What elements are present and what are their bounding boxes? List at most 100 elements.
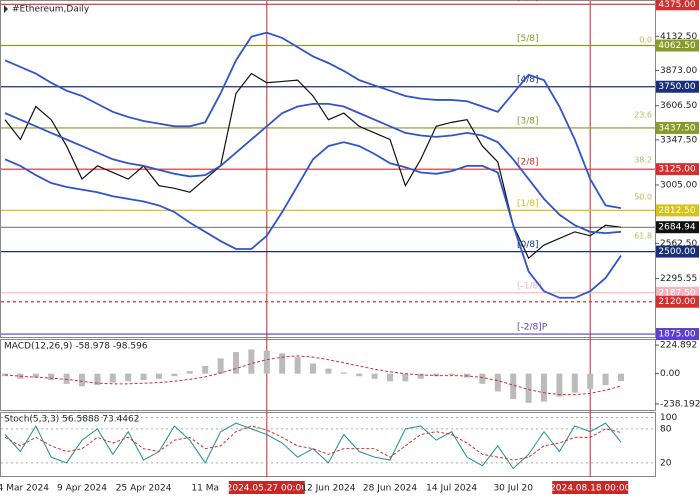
macd-bar — [402, 373, 409, 382]
bollinger-band — [4, 31, 622, 209]
macd-bar — [448, 373, 455, 375]
macd-bar — [525, 373, 532, 403]
price-line — [4, 72, 622, 260]
date-highlight — [552, 481, 629, 494]
y-tick-label: 0.00 — [660, 369, 680, 379]
y-tick-label: 3873.00 — [660, 66, 697, 76]
y-tick-label: -238.192 — [660, 399, 700, 409]
macd-bar — [63, 373, 70, 384]
macd-bar — [387, 373, 393, 382]
fibo-label: 23.6 — [634, 111, 652, 120]
bollinger-band — [4, 141, 622, 299]
level-label-bg — [656, 0, 699, 11]
level-tag: [4/8] — [517, 75, 539, 85]
symbol-icon — [4, 5, 8, 13]
level-label-bg — [656, 163, 699, 176]
y-tick-label: 80 — [660, 424, 672, 434]
macd-bar — [602, 373, 609, 386]
x-tick-label: 9 Apr 2024 — [57, 484, 107, 494]
macd-bar — [325, 368, 332, 374]
level-label-bg — [656, 295, 699, 308]
level-tag: [1/8] — [517, 199, 539, 209]
macd-bar — [310, 363, 316, 374]
macd-bar — [618, 373, 624, 382]
macd-bar — [233, 352, 239, 374]
level-tag: [0/8] — [517, 240, 539, 250]
level-label: 3437.50 — [658, 123, 695, 133]
level-label: 1875.00 — [658, 330, 695, 340]
x-tick-label: 14 Jul 2024 — [426, 484, 477, 494]
y-tick-label: 2295.55 — [660, 274, 697, 284]
macd-bar — [587, 373, 594, 389]
x-tick-label: 2024.08.18 00:00 — [550, 484, 631, 494]
y-tick-label: 2562.50 — [660, 239, 697, 249]
level-label: 3750.00 — [658, 82, 695, 92]
macd-panel — [0, 339, 656, 411]
x-tick-label: 30 Jul 20 — [493, 484, 533, 494]
macd-bar — [494, 373, 501, 392]
fibo-label: 61.8 — [634, 232, 652, 241]
level-label: 2187.50 — [658, 288, 695, 298]
y-tick-label: 224.892 — [660, 341, 697, 351]
macd-bar — [371, 373, 378, 379]
fibo-label: 38.2 — [634, 156, 652, 165]
stoch-panel — [0, 412, 656, 477]
fibo-label: 0.0 — [639, 36, 652, 45]
x-tick-label: 12 Jun 2024 — [301, 484, 355, 494]
y-tick-label: 20 — [660, 458, 672, 468]
fibo-label: 50.0 — [634, 193, 652, 202]
x-tick-label: 24 Mar 2024 — [0, 484, 49, 494]
macd-bar — [48, 373, 55, 381]
macd-bar — [433, 373, 440, 377]
stoch-title: Stoch(5,3,3) 56.5888 73.4462 — [4, 415, 139, 425]
macd-bar — [109, 373, 116, 383]
bollinger-band — [4, 102, 622, 235]
level-tag: [3/8] — [517, 116, 539, 126]
macd-bar — [171, 373, 178, 377]
y-tick-label: 3606.50 — [660, 101, 697, 111]
macd-bar — [156, 373, 162, 379]
macd-title: MACD(12,26,9) -58.978 -98.596 — [4, 342, 148, 352]
level-label: 2500.00 — [658, 247, 695, 257]
macd-bar — [510, 373, 517, 400]
macd-signal — [4, 355, 622, 396]
macd-bar — [356, 373, 363, 377]
macd-bar — [263, 350, 270, 374]
level-label-bg — [656, 80, 699, 93]
date-highlight — [228, 481, 305, 494]
level-label-bg — [656, 121, 699, 134]
y-tick-label: 4132.50 — [660, 32, 697, 42]
macd-bar — [279, 353, 286, 374]
macd-bar — [186, 371, 193, 374]
macd-bar — [479, 373, 486, 384]
level-label: 2120.00 — [658, 297, 695, 307]
level-label-bg — [656, 328, 699, 341]
level-label-bg — [656, 39, 699, 52]
level-tag: [2/8] — [517, 158, 539, 168]
macd-bar — [94, 373, 101, 386]
price-panel — [0, 0, 656, 338]
level-label: 2684.94 — [658, 223, 695, 233]
macd-bar — [417, 373, 424, 379]
level-label-bg — [656, 245, 699, 258]
macd-bar — [340, 372, 347, 374]
level-label: 2812.50 — [658, 206, 695, 216]
level-tag: [5/8] — [517, 34, 539, 44]
level-label: 3125.00 — [658, 165, 695, 175]
level-label: 4062.50 — [658, 41, 695, 51]
y-tick-label: 3005.00 — [660, 180, 697, 190]
x-tick-label: 28 Jun 2024 — [363, 484, 417, 494]
stoch-k — [4, 422, 622, 470]
macd-bar — [79, 373, 85, 387]
level-tag: [6/8] — [517, 0, 539, 3]
x-tick-label: 11 Ma — [191, 484, 219, 494]
level-tag: [-2/8]P — [517, 323, 548, 333]
level-label: 4375.00 — [658, 0, 695, 10]
macd-bar — [32, 373, 39, 378]
macd-bar — [541, 373, 547, 402]
level-tag: [-1/8] — [517, 281, 542, 291]
macd-bar — [294, 357, 301, 374]
macd-bar — [556, 373, 563, 397]
y-tick-label: 3347.50 — [660, 135, 697, 145]
